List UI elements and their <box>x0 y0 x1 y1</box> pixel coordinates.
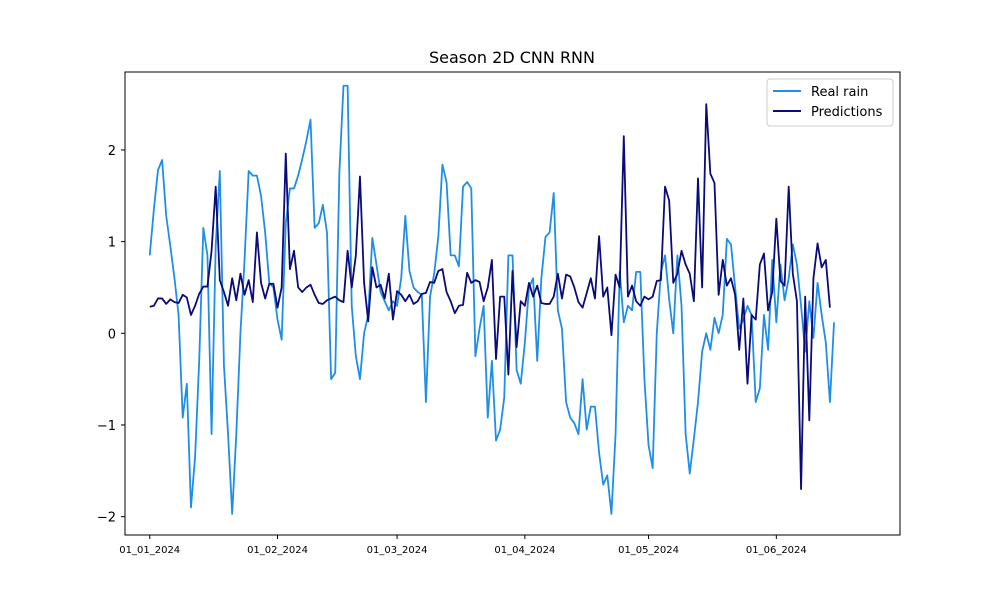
plot-frame <box>124 71 901 536</box>
legend-label-predictions: Predictions <box>811 105 883 120</box>
y-axis: −2 −1 0 1 2 <box>97 144 125 526</box>
legend: Real rain Predictions <box>766 78 894 127</box>
x-axis: 01_01_2024 01_02_2024 01_03_2024 01_04_2024… <box>119 535 807 556</box>
series-layer <box>148 84 835 515</box>
x-tick-label: 01_05_2024 <box>618 545 679 556</box>
x-tick-label: 01_04_2024 <box>494 545 555 556</box>
y-tick-label: 0 <box>108 327 116 342</box>
chart-title: Season 2D CNN RNN <box>429 48 595 67</box>
y-tick-label: −2 <box>97 511 116 526</box>
x-tick-label: 01_06_2024 <box>746 545 807 556</box>
y-tick-label: 2 <box>108 144 116 159</box>
y-tick-label: 1 <box>108 236 116 251</box>
y-tick-label: −1 <box>97 419 116 434</box>
x-tick-label: 01_02_2024 <box>247 545 308 556</box>
legend-label-real-rain: Real rain <box>811 85 868 100</box>
series-line-real-rain <box>148 84 835 515</box>
series-line-predictions <box>149 103 831 491</box>
x-tick-label: 01_01_2024 <box>119 545 180 556</box>
x-tick-label: 01_03_2024 <box>367 545 428 556</box>
